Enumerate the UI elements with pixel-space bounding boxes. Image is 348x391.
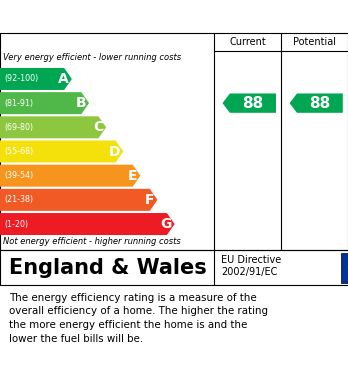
Text: E: E [128, 169, 137, 183]
Text: 88: 88 [242, 96, 263, 111]
Polygon shape [0, 140, 123, 163]
Text: (21-38): (21-38) [4, 196, 33, 204]
Text: (39-54): (39-54) [4, 171, 33, 180]
Text: (55-68): (55-68) [4, 147, 33, 156]
Polygon shape [290, 93, 343, 113]
Text: C: C [93, 120, 103, 135]
Polygon shape [0, 116, 106, 138]
Text: G: G [160, 217, 172, 231]
Text: The energy efficiency rating is a measure of the
overall efficiency of a home. T: The energy efficiency rating is a measur… [9, 293, 268, 344]
Text: Current: Current [229, 37, 266, 47]
Text: Not energy efficient - higher running costs: Not energy efficient - higher running co… [3, 237, 181, 246]
Text: Energy Efficiency Rating: Energy Efficiency Rating [63, 9, 285, 24]
Polygon shape [0, 213, 175, 235]
Text: England & Wales: England & Wales [9, 258, 206, 278]
Polygon shape [0, 92, 89, 114]
Polygon shape [0, 68, 72, 90]
Text: B: B [76, 96, 86, 110]
Text: EU Directive
2002/91/EC: EU Directive 2002/91/EC [221, 255, 281, 277]
Text: F: F [145, 193, 155, 207]
Text: A: A [58, 72, 69, 86]
Text: (81-91): (81-91) [4, 99, 33, 108]
Polygon shape [0, 189, 157, 211]
Text: (1-20): (1-20) [4, 219, 28, 229]
Text: Very energy efficient - lower running costs: Very energy efficient - lower running co… [3, 53, 181, 62]
Bar [341, 253, 348, 283]
Polygon shape [222, 93, 276, 113]
Polygon shape [0, 165, 140, 187]
Text: Potential: Potential [293, 37, 336, 47]
Text: (69-80): (69-80) [4, 123, 33, 132]
Text: D: D [109, 145, 120, 158]
Text: (92-100): (92-100) [4, 74, 38, 83]
Text: ★: ★ [347, 265, 348, 270]
Text: 88: 88 [309, 96, 330, 111]
